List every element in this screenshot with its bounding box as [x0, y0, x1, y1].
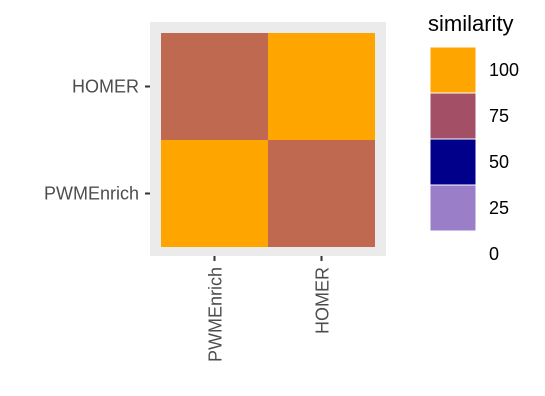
legend-key-50 — [429, 138, 477, 186]
legend: similarity 100 75 50 25 0 — [428, 11, 519, 264]
x-axis: PWMEnrich HOMER — [206, 256, 333, 362]
legend-label-0: 0 — [489, 244, 499, 264]
legend-title: similarity — [428, 11, 514, 36]
y-tick-label-homer: HOMER — [72, 77, 139, 97]
y-axis: HOMER PWMEnrich — [44, 77, 150, 204]
legend-key-75 — [429, 92, 477, 140]
legend-label-50: 50 — [489, 152, 509, 172]
legend-key-100 — [429, 46, 477, 94]
heatmap-cells — [161, 33, 375, 247]
heatmap-cell-homer-homer — [268, 33, 375, 140]
legend-label-75: 75 — [489, 106, 509, 126]
x-tick-label-pwmenrich: PWMEnrich — [206, 267, 226, 362]
x-tick-label-homer: HOMER — [313, 267, 333, 334]
legend-keys: 100 75 50 25 0 — [429, 46, 519, 264]
heatmap-cell-pwmenrich-homer — [161, 33, 268, 140]
legend-label-100: 100 — [489, 60, 519, 80]
legend-label-25: 25 — [489, 198, 509, 218]
heatmap-cell-homer-pwmenrich — [268, 140, 375, 247]
y-tick-label-pwmenrich: PWMEnrich — [44, 184, 139, 204]
heatmap-cell-pwmenrich-pwmenrich — [161, 140, 268, 247]
legend-key-25 — [429, 184, 477, 232]
